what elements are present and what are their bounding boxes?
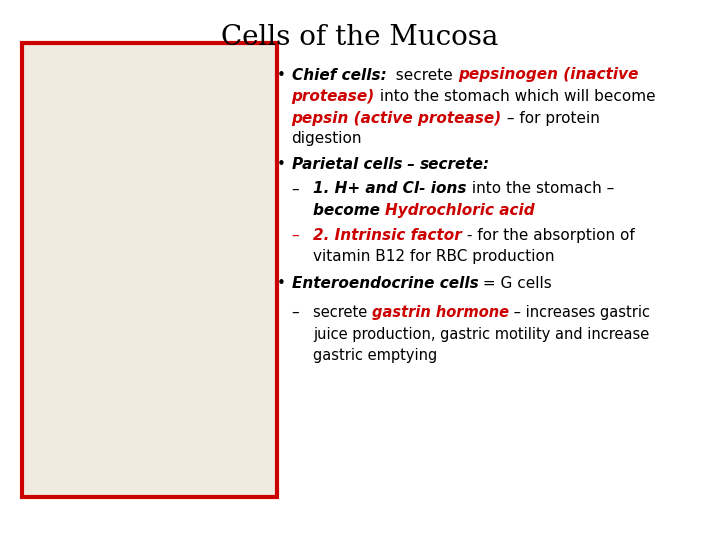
Text: protease): protease) xyxy=(292,89,375,104)
Text: •: • xyxy=(277,68,286,83)
Text: juice production, gastric motility and increase: juice production, gastric motility and i… xyxy=(313,327,649,342)
Text: secrete: secrete xyxy=(313,305,372,320)
Bar xyxy=(22,43,277,497)
Text: Chief cells:: Chief cells: xyxy=(292,68,387,83)
Text: into the stomach which will become: into the stomach which will become xyxy=(375,89,655,104)
Text: into the stomach –: into the stomach – xyxy=(467,181,614,197)
Text: –: – xyxy=(292,228,300,243)
Text: = G cells: = G cells xyxy=(478,276,552,292)
Text: Cells of the Mucosa: Cells of the Mucosa xyxy=(221,24,499,51)
Text: – for protein: – for protein xyxy=(502,111,600,126)
Text: 1. H+ and Cl- ions: 1. H+ and Cl- ions xyxy=(313,181,467,197)
Text: – increases gastric: – increases gastric xyxy=(509,305,650,320)
Text: Enteroendocrine cells: Enteroendocrine cells xyxy=(292,276,478,292)
Text: secrete: secrete xyxy=(387,68,458,83)
Text: •: • xyxy=(277,157,286,172)
Text: pepsinogen (inactive: pepsinogen (inactive xyxy=(458,68,639,83)
Text: vitamin B12 for RBC production: vitamin B12 for RBC production xyxy=(313,249,554,265)
Text: •: • xyxy=(277,276,286,292)
Text: Parietal cells: Parietal cells xyxy=(292,157,402,172)
Text: secrete:: secrete: xyxy=(420,157,490,172)
Text: gastric emptying: gastric emptying xyxy=(313,348,438,363)
Text: pepsin (active protease): pepsin (active protease) xyxy=(292,111,502,126)
Text: Hydrochloric acid: Hydrochloric acid xyxy=(385,203,535,218)
Text: - for the absorption of: - for the absorption of xyxy=(462,228,635,243)
Text: –: – xyxy=(402,157,420,172)
Text: –: – xyxy=(292,181,300,197)
Text: 2. Intrinsic factor: 2. Intrinsic factor xyxy=(313,228,462,243)
Text: gastrin hormone: gastrin hormone xyxy=(372,305,509,320)
Text: –: – xyxy=(292,305,300,320)
Text: become: become xyxy=(313,203,385,218)
Text: digestion: digestion xyxy=(292,131,362,146)
